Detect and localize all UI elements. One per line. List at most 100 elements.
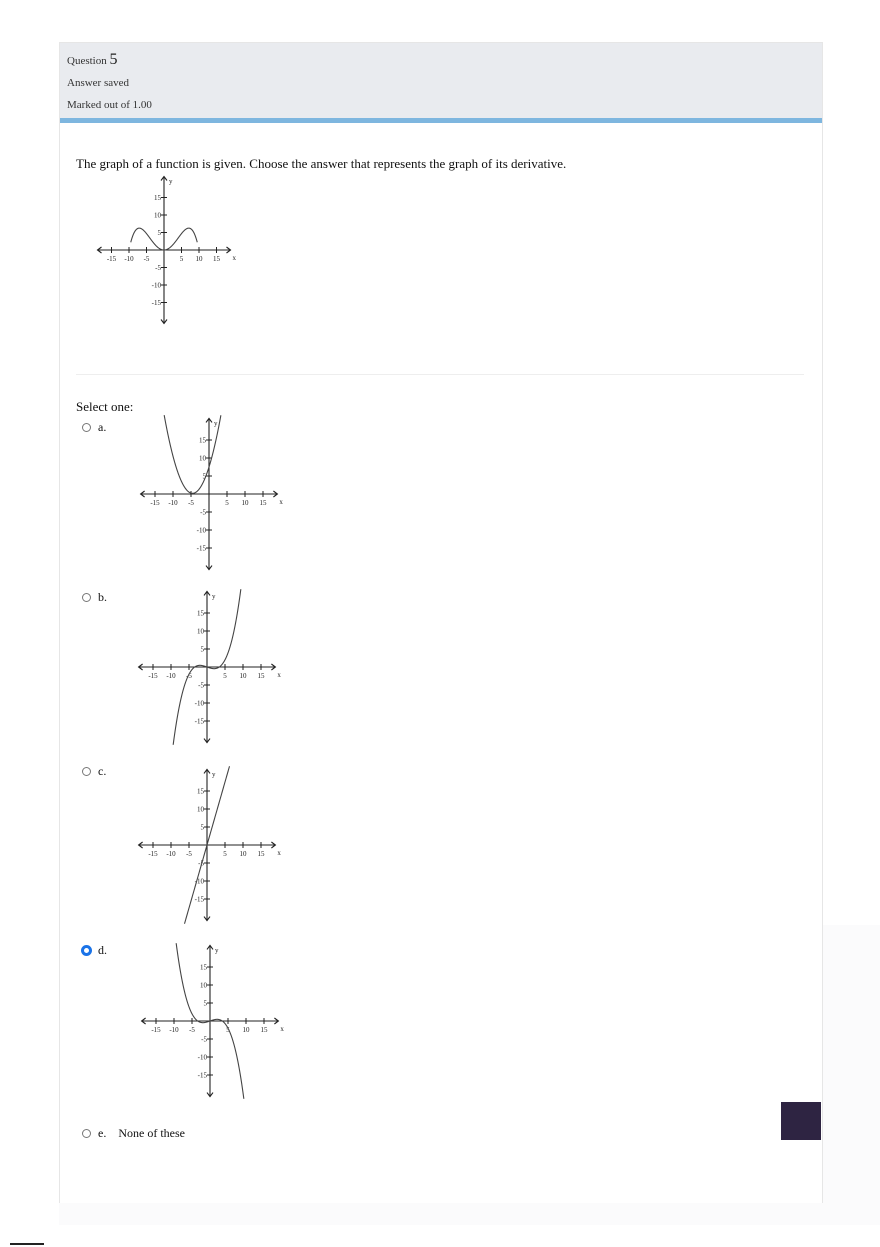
corner-button[interactable] (781, 1102, 821, 1140)
option-e-letter: e. (98, 1126, 107, 1140)
question-number: Question 5 (67, 51, 117, 69)
x-tick-label: -15 (151, 1026, 161, 1034)
option-a-radio[interactable] (82, 423, 91, 432)
y-axis-label: y (212, 592, 216, 600)
option-d-letter: d. (98, 943, 107, 957)
x-axis-arrow-left (137, 663, 143, 671)
x-tick-label: 5 (223, 672, 227, 680)
x-axis-label: x (280, 1025, 284, 1033)
y-tick-label: 10 (154, 212, 162, 220)
option-a-letter: a. (98, 420, 107, 434)
x-tick-label: 5 (225, 499, 229, 507)
option-e-radio[interactable] (82, 1129, 91, 1138)
x-axis-arrow (226, 246, 232, 254)
y-tick-label: -10 (195, 878, 205, 886)
y-tick-label: -10 (152, 282, 162, 290)
x-tick-label: 15 (213, 255, 221, 263)
option-c[interactable]: c. (82, 764, 106, 779)
y-axis-label: y (212, 770, 216, 778)
y-tick-label: 5 (204, 1000, 208, 1008)
option-b[interactable]: b. (82, 590, 107, 605)
x-tick-label: -5 (186, 672, 192, 680)
question-grade: Marked out of 1.00 (67, 99, 152, 111)
function-graph: -15 -10 -5 5 10 15 15 10 5 -5 -10 -15 x y (96, 175, 237, 325)
x-tick-label: 10 (242, 499, 250, 507)
accent-bar (60, 118, 822, 123)
x-tick-label: 10 (240, 850, 248, 858)
y-tick-label: 15 (200, 964, 208, 972)
footer-line (10, 1243, 44, 1245)
question-card: Question 5 Answer saved Marked out of 1.… (59, 42, 823, 1203)
x-axis-label: x (277, 849, 281, 857)
x-axis-label: x (279, 498, 283, 506)
option-c-letter: c. (98, 764, 107, 778)
x-axis-arrow-left (137, 841, 143, 849)
y-tick-label: 15 (197, 610, 205, 618)
x-tick-label: -5 (144, 255, 150, 263)
x-tick-label: -10 (168, 499, 178, 507)
option-b-radio[interactable] (82, 593, 91, 602)
function-curve (183, 766, 231, 924)
x-tick-label: 15 (258, 672, 266, 680)
option-d-graph[interactable]: -15 -10 -5 5 10 15 15 10 5 -5 -10 -15 x y (126, 940, 296, 1100)
divider (76, 374, 804, 375)
question-text: The graph of a function is given. Choose… (76, 156, 567, 171)
option-d[interactable]: d. (81, 943, 107, 958)
option-b-graph[interactable]: -15 -10 -5 5 10 15 15 10 5 -5 -10 -15 x y (126, 585, 296, 745)
x-tick-label: 10 (196, 255, 204, 263)
option-d-radio-selected[interactable] (81, 945, 92, 956)
y-axis-label: y (215, 946, 219, 954)
y-tick-label: -5 (198, 682, 204, 690)
y-tick-label: 10 (197, 628, 205, 636)
x-tick-label: -15 (107, 255, 117, 263)
y-tick-label: 5 (203, 473, 207, 481)
y-tick-label: 5 (201, 824, 205, 832)
x-tick-label: 10 (243, 1026, 251, 1034)
option-e[interactable]: e. None of these (82, 1126, 185, 1141)
x-axis-arrow-left (96, 246, 102, 254)
y-tick-label: -5 (200, 509, 206, 517)
x-tick-label: -5 (188, 499, 194, 507)
x-tick-label: 5 (223, 850, 227, 858)
x-tick-label: -5 (186, 850, 192, 858)
option-c-radio[interactable] (82, 767, 91, 776)
y-axis-label: y (169, 178, 173, 186)
function-curve (172, 589, 242, 745)
option-a[interactable]: a. (82, 420, 106, 435)
y-axis-arrow (203, 768, 211, 774)
y-tick-label: 10 (200, 982, 208, 990)
y-tick-label: -15 (195, 896, 205, 904)
question-info: Question 5 Answer saved Marked out of 1.… (60, 43, 822, 118)
x-axis-arrow (273, 490, 279, 498)
x-axis-label: x (233, 254, 237, 262)
y-tick-label: 15 (199, 437, 207, 445)
x-tick-label: -5 (189, 1026, 195, 1034)
y-tick-label: 15 (197, 788, 205, 796)
option-b-letter: b. (98, 590, 107, 604)
y-tick-label: -5 (155, 264, 161, 272)
x-tick-label: 15 (260, 499, 268, 507)
x-tick-label: 5 (180, 255, 184, 263)
y-tick-label: 15 (154, 194, 162, 202)
y-tick-label: 10 (197, 806, 205, 814)
y-axis-arrow (205, 417, 213, 423)
x-tick-label: 10 (240, 672, 248, 680)
y-tick-label: 10 (199, 455, 207, 463)
y-tick-label: -10 (198, 1054, 208, 1062)
y-tick-label: -15 (195, 718, 205, 726)
question-state: Answer saved (67, 77, 130, 89)
x-tick-label: -10 (169, 1026, 179, 1034)
y-tick-label: -15 (197, 545, 207, 553)
x-tick-label: -15 (150, 499, 160, 507)
function-curve (175, 943, 245, 1099)
x-axis-arrow (271, 663, 277, 671)
option-a-graph[interactable]: -15 -10 -5 5 10 15 15 10 5 -5 -10 -15 x y (126, 415, 296, 575)
function-curve (130, 227, 198, 251)
y-tick-label: 5 (201, 646, 205, 654)
y-tick-label: 5 (158, 229, 162, 237)
y-tick-label: -5 (201, 1036, 207, 1044)
x-tick-label: 15 (261, 1026, 269, 1034)
y-axis-arrow-down (160, 319, 168, 325)
x-axis-arrow (274, 1017, 280, 1025)
